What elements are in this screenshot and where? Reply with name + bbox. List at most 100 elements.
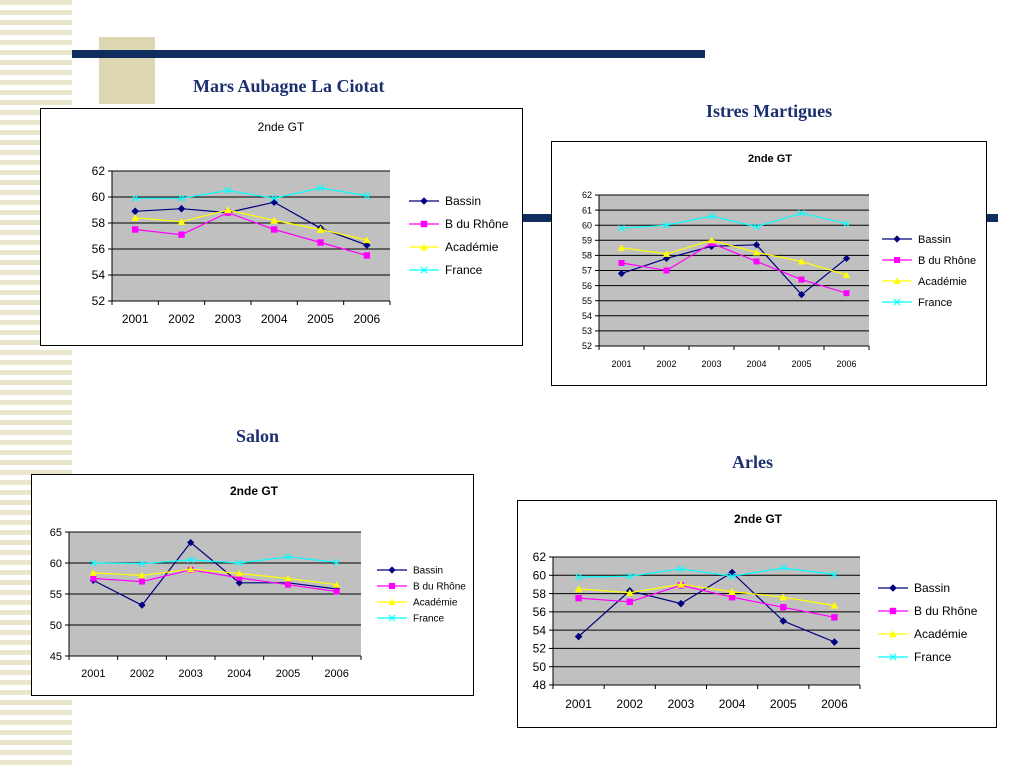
x-tick-label: 2005 <box>307 312 334 326</box>
legend-entry: Académie <box>377 598 458 609</box>
series-line <box>621 212 847 229</box>
series-line <box>93 568 337 586</box>
data-point <box>842 254 851 263</box>
data-point <box>333 581 341 588</box>
data-point <box>780 604 787 611</box>
legend-marker <box>388 566 396 574</box>
x-tick-label: 2006 <box>353 312 380 326</box>
series-line <box>578 583 835 607</box>
legend-entry: B du Rhône <box>878 604 978 618</box>
data-point <box>138 571 146 579</box>
x-tick-label: 2001 <box>122 312 149 326</box>
data-point <box>90 575 97 582</box>
series-line <box>93 541 337 606</box>
data-point <box>224 186 232 195</box>
legend-marker <box>420 197 428 205</box>
data-point <box>363 236 371 244</box>
data-point <box>728 572 736 580</box>
top-rule <box>72 50 705 58</box>
series-line <box>621 239 847 276</box>
y-tick-label: 52 <box>533 642 547 656</box>
data-point <box>798 209 805 217</box>
data-point <box>317 239 324 246</box>
legend-marker <box>889 607 897 615</box>
data-point <box>708 212 715 220</box>
data-point <box>798 276 805 283</box>
decorative-block <box>99 37 155 104</box>
series-line <box>578 584 835 618</box>
series-line <box>621 242 847 294</box>
x-tick-label: 2004 <box>746 359 766 369</box>
legend-label: Bassin <box>445 194 481 208</box>
data-point <box>779 564 787 572</box>
y-tick-label: 50 <box>533 660 547 674</box>
y-tick-label: 55 <box>50 589 62 601</box>
legend-entry: Bassin <box>878 581 950 595</box>
y-tick-label: 58 <box>533 587 547 601</box>
y-tick-label: 52 <box>582 341 592 351</box>
data-point <box>574 632 583 641</box>
legend-label: Académie <box>914 627 968 641</box>
data-point <box>797 257 806 265</box>
legend-label: B du Rhône <box>445 217 509 231</box>
legend-marker <box>420 266 428 274</box>
y-tick-label: 59 <box>582 235 592 245</box>
y-tick-label: 58 <box>582 251 592 261</box>
x-tick-label: 2002 <box>168 312 195 326</box>
data-point <box>677 565 685 573</box>
legend-entry: B du Rhône <box>409 217 509 231</box>
x-tick-label: 2002 <box>130 668 154 680</box>
chart-arles: 2nde GT 48 50 52 54 56 58 60 62 2001 2002 2003 2004 2… <box>517 500 997 728</box>
chart-title: 2nde GT <box>258 120 305 134</box>
data-point <box>618 259 625 266</box>
y-tick-label: 56 <box>533 605 547 619</box>
data-point <box>663 267 670 274</box>
legend-label: Académie <box>413 598 458 609</box>
data-point <box>663 221 670 229</box>
y-tick-label: 60 <box>92 190 106 204</box>
data-point <box>830 570 839 578</box>
data-point <box>708 240 715 247</box>
legend-label: Académie <box>918 276 967 288</box>
legend-label: France <box>918 297 952 309</box>
x-tick-label: 2006 <box>821 697 848 711</box>
region-title-arles: Arles <box>732 452 773 472</box>
data-point <box>284 553 292 561</box>
y-tick-label: 48 <box>533 678 547 692</box>
legend-label: Bassin <box>413 566 443 577</box>
data-point <box>843 220 850 228</box>
legend-label: France <box>413 614 445 625</box>
legend-marker <box>889 584 897 592</box>
data-point <box>285 581 291 588</box>
data-point <box>187 556 195 564</box>
legend-label: Bassin <box>914 581 950 595</box>
legend-entry: Bassin <box>377 566 443 577</box>
data-point <box>138 601 146 609</box>
series-acad-mie <box>89 565 341 588</box>
data-point <box>831 614 838 621</box>
data-point <box>752 241 761 249</box>
series-line <box>621 244 847 296</box>
data-point <box>574 585 583 593</box>
series-line <box>93 556 337 565</box>
chart-title: 2nde GT <box>230 484 279 498</box>
legend-marker <box>420 220 428 228</box>
y-tick-label: 53 <box>582 326 592 336</box>
legend-entry: Académie <box>882 276 967 288</box>
series-acad-mie <box>131 206 371 244</box>
y-tick-label: 55 <box>582 296 592 306</box>
y-tick-label: 54 <box>92 268 106 282</box>
data-point <box>617 269 626 278</box>
data-point <box>617 244 626 251</box>
data-point <box>138 560 146 568</box>
x-tick-label: 2004 <box>261 312 288 326</box>
data-point <box>224 206 232 214</box>
data-point <box>625 588 634 596</box>
data-point <box>131 226 139 233</box>
legend-entry: Académie <box>878 627 968 641</box>
data-point <box>363 241 371 249</box>
data-point <box>177 218 186 225</box>
series-line <box>135 209 367 241</box>
data-point <box>575 594 582 602</box>
chart-istres-martigues: 2nde GT 52 53 54 55 56 57 58 59 60 61 62 2001 2002 200… <box>551 141 987 386</box>
